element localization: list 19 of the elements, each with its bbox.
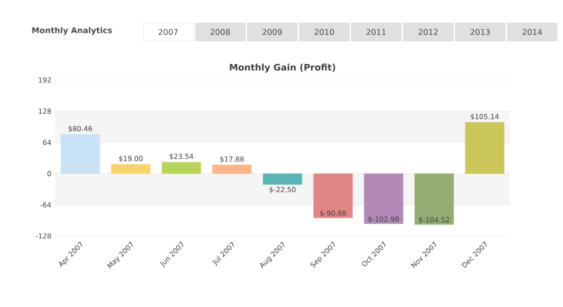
bar [162,162,202,174]
text: 2008 [210,28,230,36]
bar [313,173,353,218]
text: Monthly Analytics [32,27,112,35]
text: 2011 [366,28,386,36]
text: 2014 [522,28,542,36]
bar [212,164,252,174]
text: 2013 [470,28,490,36]
bar [465,122,504,174]
chart-title: Monthly Gain (Profit) [230,64,336,72]
text: 2007 [158,28,178,36]
bar [60,134,100,174]
bar [414,173,454,225]
text: 2012 [418,28,438,36]
bar [364,173,404,224]
text: 2009 [262,28,282,36]
text: 2010 [314,28,334,36]
bar [262,173,302,185]
bar [111,164,151,174]
